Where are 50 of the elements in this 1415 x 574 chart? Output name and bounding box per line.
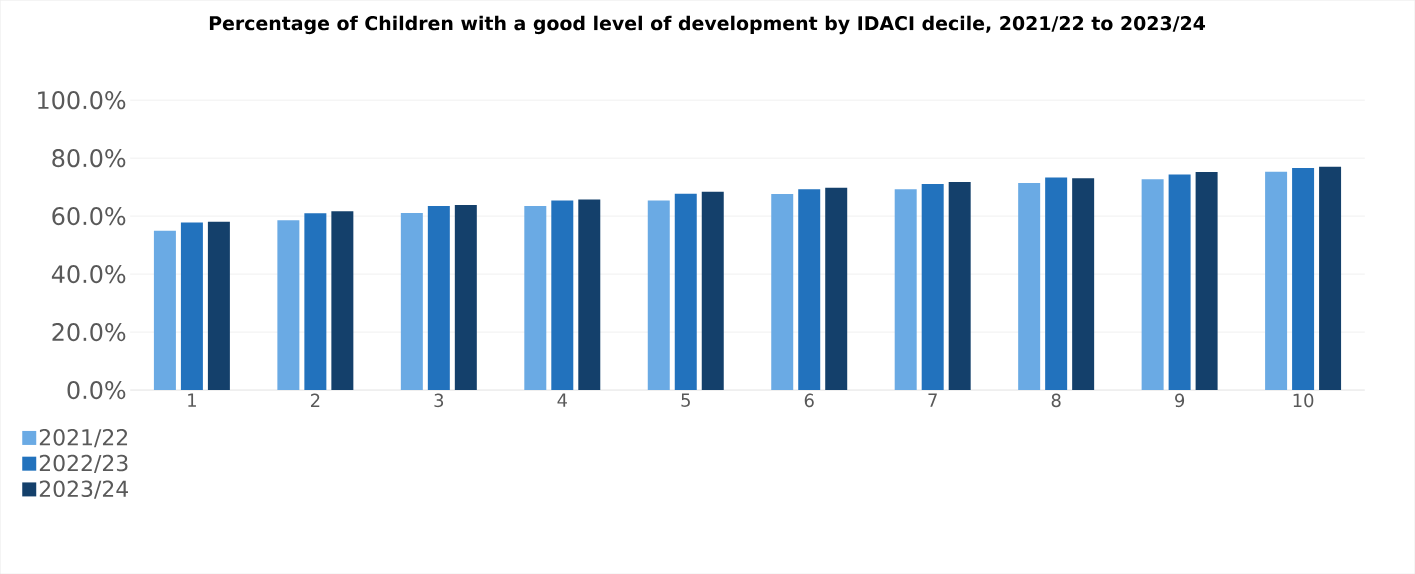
bar	[647, 200, 670, 390]
legend-label: 2021/22	[39, 428, 128, 448]
bar	[331, 211, 354, 390]
x-tick-label: 8	[1051, 393, 1061, 408]
bar	[948, 181, 971, 390]
bar	[1141, 179, 1164, 390]
bar	[1168, 174, 1191, 390]
x-tick-label: 7	[928, 393, 937, 407]
chart-title: Percentage of Children with a good level of development by IDACI decile, 2021/22 to 2023/24	[209, 15, 1206, 35]
x-tick-label: 4	[557, 393, 567, 407]
bar	[578, 199, 601, 390]
y-tick-label: 20.0%	[52, 322, 126, 342]
x-tick-label: 3	[434, 393, 444, 408]
bar	[1195, 171, 1218, 390]
y-tick-label: 100.0%	[38, 91, 126, 110]
bar	[1045, 177, 1068, 390]
bar	[674, 193, 697, 390]
bar	[207, 221, 230, 390]
x-tick-label: 2	[310, 393, 320, 407]
bar	[1292, 167, 1315, 390]
bar	[1319, 166, 1342, 390]
bar	[427, 205, 450, 390]
bar	[304, 213, 327, 390]
bar	[180, 222, 203, 390]
bar	[400, 212, 423, 390]
bar	[1265, 171, 1288, 390]
bar	[701, 191, 724, 390]
bar	[551, 200, 574, 390]
x-tick-label: 5	[681, 393, 690, 407]
y-tick-label: 40.0%	[51, 264, 126, 284]
bar	[798, 189, 821, 390]
bar	[1072, 178, 1095, 390]
bar	[825, 187, 848, 390]
bar	[153, 230, 176, 390]
x-tick-label: 1	[188, 393, 196, 407]
bar	[524, 205, 547, 390]
bar	[1018, 182, 1041, 390]
legend-label: 2023/24	[39, 480, 129, 499]
bar	[454, 205, 477, 390]
y-tick-label: 60.0%	[52, 206, 126, 226]
y-tick-label: 0.0%	[67, 380, 126, 400]
bar	[771, 193, 794, 390]
x-tick-label: 6	[804, 393, 814, 408]
x-tick-label: 10	[1293, 393, 1314, 408]
bar	[277, 220, 300, 390]
legend-label: 2022/23	[39, 454, 128, 473]
x-tick-label: 9	[1175, 393, 1185, 408]
bar	[894, 189, 917, 390]
y-tick-label: 80.0%	[52, 149, 126, 168]
bar	[921, 183, 944, 390]
